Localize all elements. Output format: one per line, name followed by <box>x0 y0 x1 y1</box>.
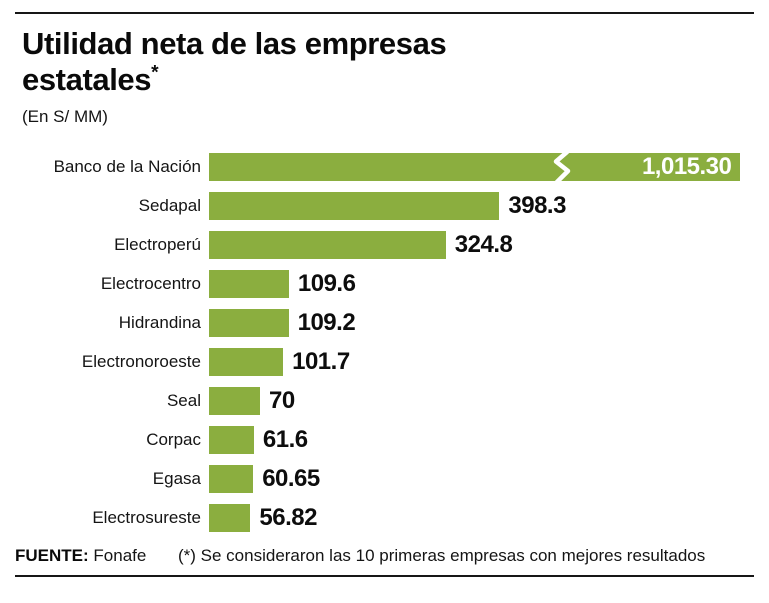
source: FUENTE: Fonafe <box>15 546 178 566</box>
bar-track: 324.8 <box>209 230 754 259</box>
chart-subtitle: (En S/ MM) <box>22 106 108 126</box>
bar-track: 101.7 <box>209 347 754 376</box>
bar-track: 61.6 <box>209 425 754 454</box>
bar-row: Electronoroeste 101.7 <box>15 347 754 376</box>
bar <box>209 308 289 337</box>
value-label: 101.7 <box>292 347 350 375</box>
bar: 1,015.30 <box>209 150 741 183</box>
bar-row: Seal 70 <box>15 386 754 415</box>
bar-row: Electrosureste 56.82 <box>15 503 754 532</box>
chart-title-line1: Utilidad neta de las empresas <box>22 26 447 61</box>
value-label: 324.8 <box>454 230 513 258</box>
value-label: 70 <box>269 386 295 414</box>
bar-row: Sedapal 398.3 <box>15 191 754 220</box>
footnote: (*) Se consideraron las 10 primeras empr… <box>178 545 706 565</box>
bar-row: Hidrandina 109.2 <box>15 308 754 337</box>
category-label: Electrosureste <box>92 507 201 527</box>
bar <box>209 269 289 298</box>
bar <box>209 386 260 415</box>
category-label: Sedapal <box>138 195 201 215</box>
top-divider <box>15 12 754 14</box>
category-label: Hidrandina <box>118 312 201 332</box>
bar <box>209 230 446 259</box>
category-label: Egasa <box>152 468 201 488</box>
chart-footer: FUENTE: Fonafe (*) Se consideraron las 1… <box>15 546 754 566</box>
bar-track: 109.6 <box>209 269 754 298</box>
axis-break-icon <box>554 150 571 183</box>
bar-track: 70 <box>209 386 754 415</box>
bar-track: 398.3 <box>209 191 754 220</box>
category-label: Corpac <box>146 429 201 449</box>
bar-row: Electrocentro 109.6 <box>15 269 754 298</box>
bar-row: Electroperú 324.8 <box>15 230 754 259</box>
bar-row: Banco de la Nación 1,015.30 <box>15 150 754 183</box>
bottom-divider <box>15 574 754 577</box>
source-label: FUENTE: <box>15 545 89 565</box>
value-label: 56.82 <box>259 503 317 531</box>
bar-track: 56.82 <box>209 503 754 532</box>
bar-row: Corpac 61.6 <box>15 425 754 454</box>
value-label: 398.3 <box>508 191 566 219</box>
bar <box>209 347 284 376</box>
bar-row: Egasa 60.65 <box>15 464 754 493</box>
bar <box>209 425 254 454</box>
title-asterisk: * <box>151 62 159 84</box>
chart-title: Utilidad neta de las empresas estatales* <box>22 26 754 98</box>
bar-track: 60.65 <box>209 464 754 493</box>
bar <box>209 464 254 493</box>
category-label: Seal <box>166 390 201 410</box>
bar-track: 1,015.30 <box>209 150 754 183</box>
category-label: Electronoroeste <box>81 351 201 371</box>
source-value: Fonafe <box>93 545 147 565</box>
bar-chart: Banco de la Nación 1,015.30 Sedapal 398.3 El… <box>15 150 754 532</box>
value-label: 1,015.30 <box>641 152 732 180</box>
category-label: Banco de la Nación <box>53 156 201 176</box>
category-label: Electroperú <box>114 234 201 254</box>
value-label: 109.6 <box>297 269 356 297</box>
value-label: 109.2 <box>297 308 356 336</box>
value-label: 61.6 <box>262 425 308 453</box>
bar-track: 109.2 <box>209 308 754 337</box>
bar <box>209 503 251 532</box>
value-label: 60.65 <box>262 464 320 492</box>
bar <box>209 191 500 220</box>
category-label: Electrocentro <box>100 273 201 293</box>
chart-title-line2: estatales <box>22 61 152 97</box>
